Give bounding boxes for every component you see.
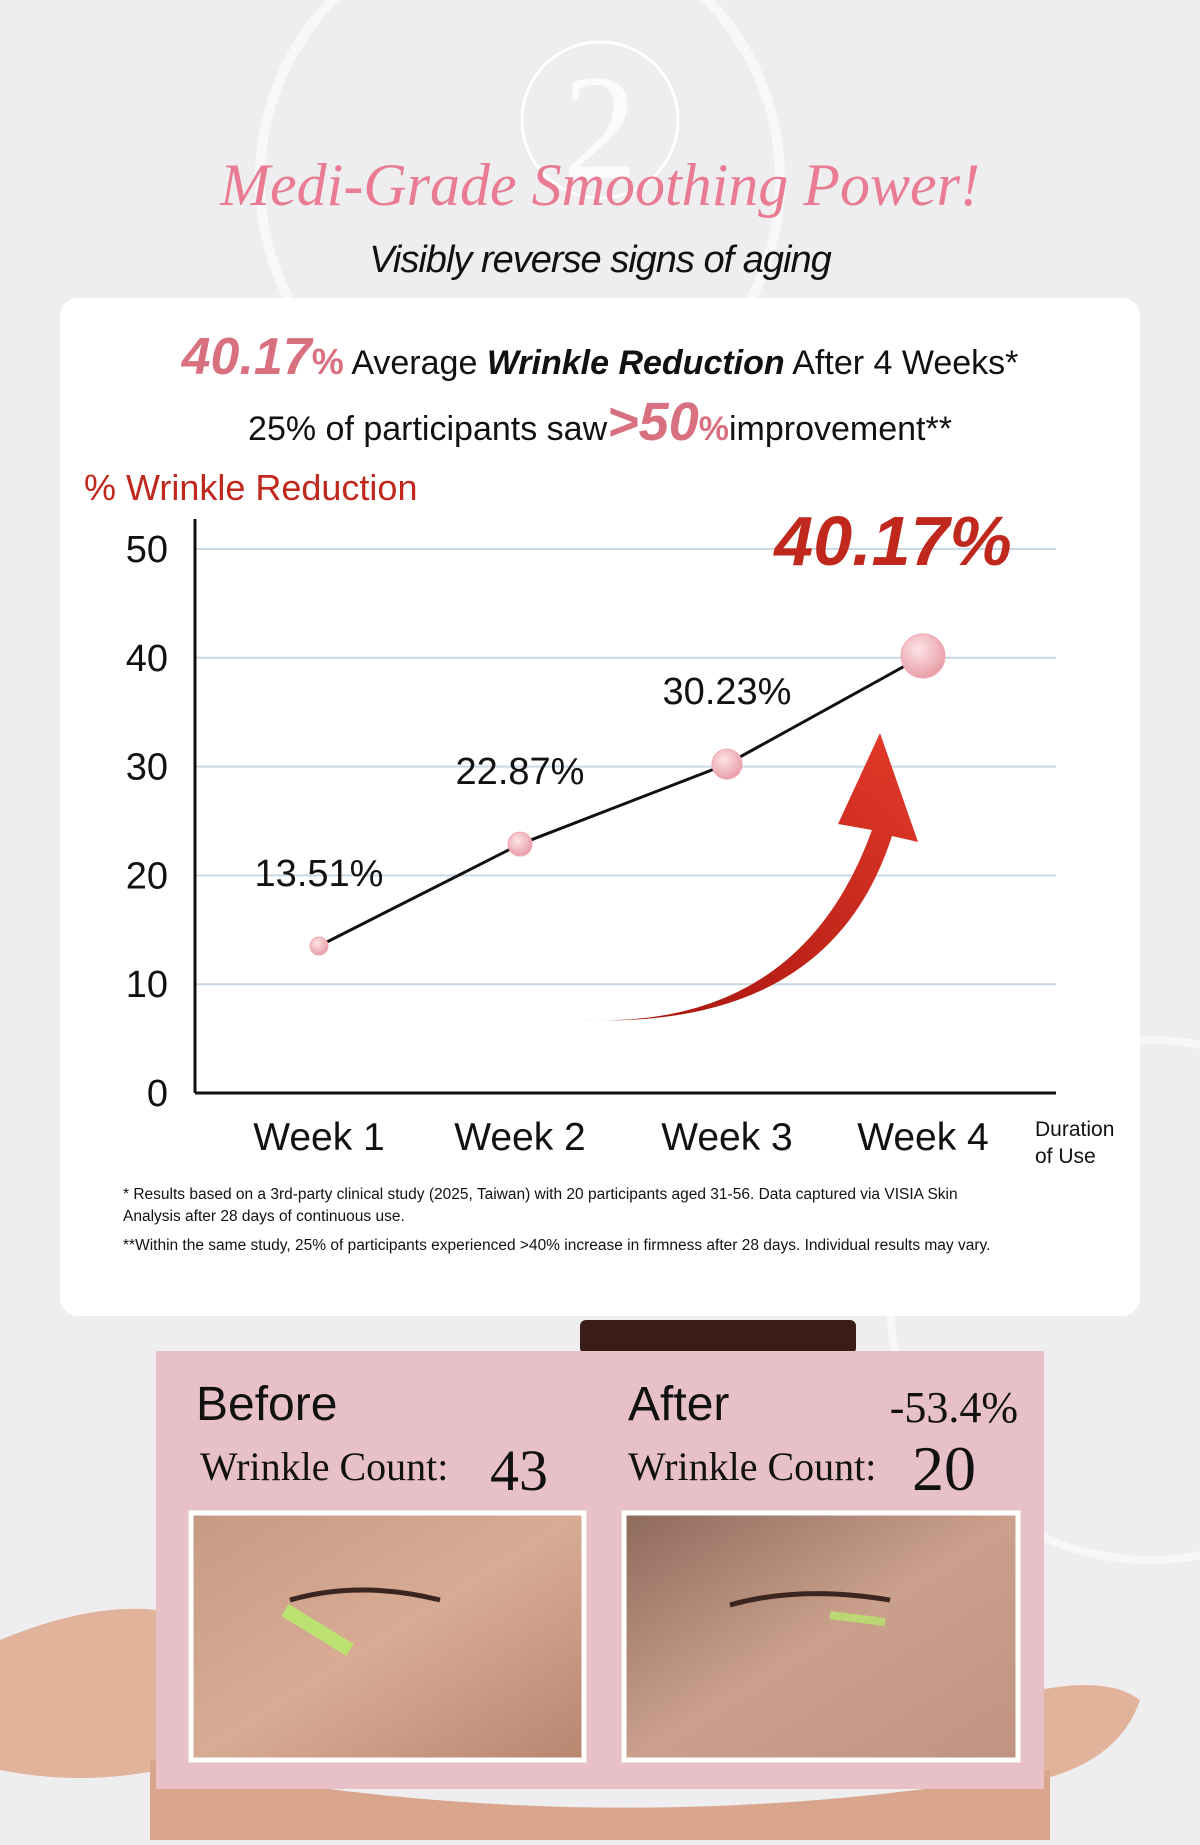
after-count: 20 — [912, 1433, 976, 1504]
chart: 0 10 20 30 40 50 Week 1 Week 2 Week 3 Week 4 13.51… — [126, 502, 1056, 1159]
hand — [150, 1760, 1050, 1840]
photo-detail — [829, 1611, 886, 1626]
card — [60, 298, 1140, 1316]
y-tick-label: 50 — [126, 529, 168, 571]
marker — [309, 936, 329, 956]
bottle-cap — [580, 1320, 856, 1354]
y-tick-label: 0 — [147, 1073, 168, 1115]
y-tick-label: 20 — [126, 855, 168, 897]
headline-number: >50 — [607, 392, 699, 452]
marker — [711, 748, 743, 780]
footnote: **Within the same study, 25% of particip… — [123, 1237, 990, 1254]
title: Medi-Grade Smoothing Power! — [219, 152, 980, 218]
headline-text: Average — [351, 344, 477, 382]
photo-detail — [289, 1587, 441, 1603]
x-axis-title: of Use — [1035, 1145, 1096, 1168]
marker — [507, 831, 533, 857]
x-axis-title: Duration — [1035, 1118, 1114, 1141]
y-tick-label: 10 — [126, 964, 168, 1006]
data-line — [318, 654, 924, 948]
x-tick-label: Week 3 — [661, 1116, 793, 1159]
value-label: 40.17% — [772, 502, 1011, 580]
bg-numeral: 2 — [563, 45, 638, 211]
headline-emphasis: Wrinkle Reduction — [487, 344, 785, 382]
y-tick-label: 40 — [126, 638, 168, 680]
footnote: Analysis after 28 days of continuous use… — [123, 1208, 405, 1225]
marker — [900, 633, 946, 679]
value-label: 22.87% — [456, 751, 585, 793]
photo-detail — [281, 1604, 354, 1656]
headline-number: 40.17 — [181, 328, 314, 386]
headline-text: improvement** — [729, 410, 952, 448]
photo-detail — [729, 1591, 891, 1608]
hand — [0, 1608, 200, 1778]
bg-ring — [520, 40, 680, 200]
after-photo — [621, 1510, 1021, 1763]
value-label: 13.51% — [255, 853, 384, 895]
x-tick-label: Week 1 — [253, 1116, 385, 1159]
footnote: * Results based on a 3rd-party clinical … — [123, 1186, 958, 1203]
headline-text: After 4 Weeks* — [792, 344, 1018, 382]
headline-unit: % — [699, 410, 729, 448]
y-axis-title: % Wrinkle Reduction — [84, 467, 417, 508]
value-label: 30.23% — [663, 671, 792, 713]
y-tick-label: 30 — [126, 747, 168, 789]
headline: 40.17% Average Wrinkle Reduction After 4… — [181, 328, 1019, 386]
before-count: 43 — [490, 1438, 548, 1503]
arrow — [580, 733, 918, 1021]
before-label: Wrinkle Count: — [200, 1444, 448, 1489]
after-title: After — [628, 1378, 729, 1431]
before-photo — [188, 1510, 587, 1763]
x-tick-label: Week 4 — [857, 1116, 989, 1159]
after-label: Wrinkle Count: — [628, 1444, 876, 1489]
subtitle: Visibly reverse signs of aging — [369, 239, 831, 281]
x-tick-label: Week 2 — [454, 1116, 586, 1159]
headline: 25% of participants saw>50%improvement** — [248, 392, 952, 452]
headline-text: 25% of participants saw — [248, 410, 608, 448]
headline-unit: % — [312, 341, 344, 382]
before-title: Before — [196, 1378, 337, 1431]
after-change: -53.4% — [890, 1383, 1018, 1432]
